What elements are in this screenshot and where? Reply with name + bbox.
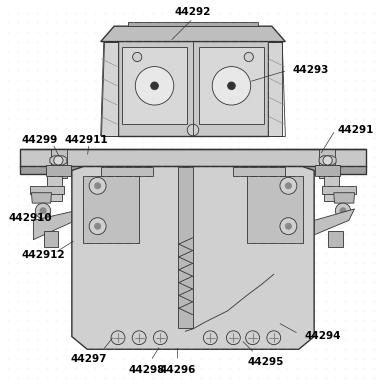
Circle shape [280,177,297,194]
Circle shape [340,208,346,214]
Text: 44299: 44299 [22,135,58,145]
Polygon shape [101,26,285,41]
Text: 442910: 442910 [8,214,52,224]
Text: 44291: 44291 [337,125,374,135]
Circle shape [228,82,235,90]
Circle shape [133,52,142,62]
Bar [51,149,67,178]
Circle shape [203,331,217,345]
Bar [47,176,62,201]
Circle shape [153,331,167,345]
Text: 442911: 442911 [64,135,108,145]
Text: 44294: 44294 [305,331,341,341]
Polygon shape [20,149,366,166]
Polygon shape [20,166,366,174]
Bar [328,231,343,247]
Polygon shape [319,156,336,165]
Text: 44292: 44292 [175,7,211,17]
Circle shape [285,223,291,229]
Bar [199,47,264,124]
Polygon shape [322,186,356,194]
Circle shape [132,331,146,345]
Circle shape [285,183,291,189]
Circle shape [40,208,46,214]
Circle shape [323,156,332,165]
Text: 44296: 44296 [159,365,196,375]
Bar [44,231,58,247]
Bar [122,47,187,124]
Circle shape [151,82,158,90]
Polygon shape [101,166,152,176]
Circle shape [54,156,63,165]
Circle shape [95,223,101,229]
Text: 44295: 44295 [248,357,284,367]
Text: 442912: 442912 [22,250,66,260]
Bar [315,164,340,176]
Circle shape [89,218,106,235]
Circle shape [135,67,174,105]
Polygon shape [334,193,354,203]
Circle shape [246,331,259,345]
Text: 44298: 44298 [129,365,165,375]
Circle shape [187,124,199,136]
Polygon shape [83,176,139,243]
Circle shape [227,331,240,345]
Circle shape [244,52,253,62]
Polygon shape [118,36,268,136]
Polygon shape [234,166,285,176]
Bar [46,164,71,176]
Polygon shape [33,209,83,240]
Bar [324,176,339,201]
Circle shape [280,218,297,235]
Polygon shape [303,209,354,240]
Polygon shape [72,166,314,349]
Text: 44297: 44297 [71,354,107,364]
Circle shape [111,331,125,345]
Circle shape [35,203,51,219]
Circle shape [335,203,351,219]
Circle shape [267,331,281,345]
Polygon shape [247,176,303,243]
Polygon shape [101,41,118,136]
Circle shape [212,67,251,105]
Text: 44293: 44293 [293,65,329,75]
Polygon shape [128,22,258,26]
Polygon shape [30,186,64,194]
Bar [319,149,335,178]
Polygon shape [32,193,51,203]
Circle shape [89,177,106,194]
Circle shape [95,183,101,189]
Polygon shape [268,41,282,136]
Bar [178,166,193,328]
Polygon shape [50,156,67,165]
